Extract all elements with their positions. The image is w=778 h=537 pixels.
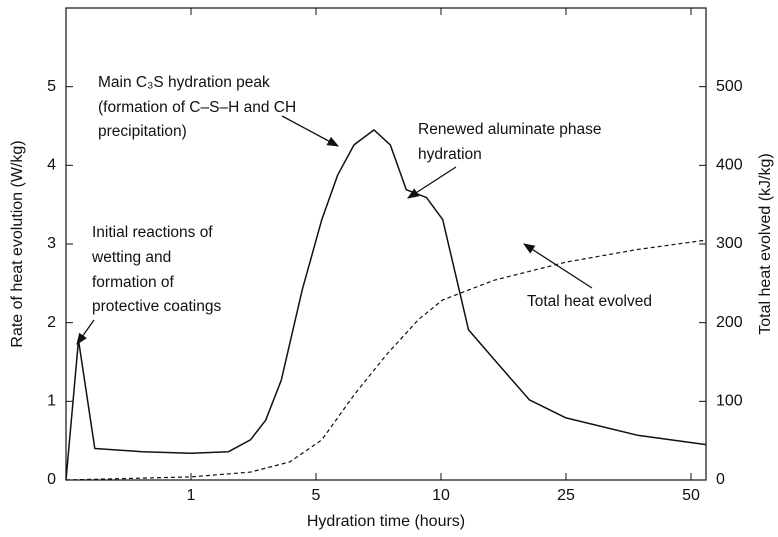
annotation: Initial reactions of wetting and formati… <box>76 224 221 345</box>
annotation-arrow <box>523 243 593 289</box>
series-line <box>65 129 707 481</box>
annotation-text: protective coatings <box>92 298 221 315</box>
y2-tick-label: 500 <box>716 78 743 95</box>
series-line <box>65 239 707 481</box>
x-tick-label: 1 <box>187 487 196 504</box>
y-tick-label: 0 <box>47 471 56 488</box>
y2-tick-label: 400 <box>716 157 743 174</box>
annotation: Renewed aluminate phase hydration <box>407 121 602 199</box>
annotation-text: Total heat evolved <box>527 293 652 310</box>
annotation-text: (formation of C–S–H and CH <box>98 99 296 116</box>
y-axis-label: Rate of heat evolution (W/kg) <box>9 140 26 347</box>
annotation: Total heat evolved <box>523 243 652 310</box>
y2-tick-label: 100 <box>716 393 743 410</box>
annotation-text: precipitation) <box>98 123 187 140</box>
annotation-arrow <box>76 319 95 345</box>
annotation-text: Main C₃S hydration peak <box>98 74 270 91</box>
x-tick-label: 25 <box>557 487 575 504</box>
annotation: Main C₃S hydration peak (formation of C–… <box>98 74 340 147</box>
y-tick-label: 3 <box>47 235 56 252</box>
y2-tick-label: 0 <box>716 471 725 488</box>
annotation-text: Renewed aluminate phase <box>418 121 602 138</box>
x-tick-label: 10 <box>432 487 450 504</box>
annotation-arrow <box>281 115 340 147</box>
y2-tick-label: 200 <box>716 314 743 331</box>
y-tick-label: 2 <box>47 314 56 331</box>
y2-tick-label: 300 <box>716 235 743 252</box>
annotation-text: hydration <box>418 146 482 163</box>
x-axis-label: Hydration time (hours) <box>307 513 465 530</box>
annotation-text: Initial reactions of <box>92 224 213 241</box>
y-tick-label: 5 <box>47 78 56 95</box>
annotation-text: wetting and <box>91 249 171 266</box>
annotation-text: formation of <box>92 274 175 291</box>
y2-axis-label: Total heat evolved (kJ/kg) <box>757 153 774 334</box>
x-tick-label: 5 <box>312 487 321 504</box>
x-tick-label: 50 <box>682 487 700 504</box>
y-tick-label: 4 <box>47 157 56 174</box>
y-tick-label: 1 <box>47 393 56 410</box>
